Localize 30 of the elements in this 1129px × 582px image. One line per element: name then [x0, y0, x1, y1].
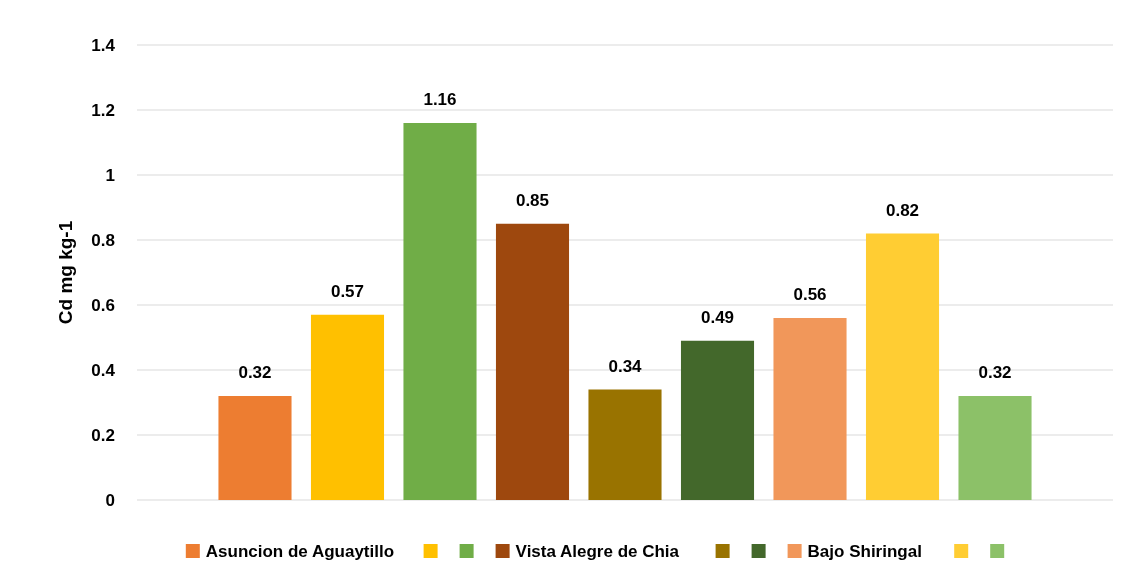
y-tick-label: 1.2 [91, 100, 115, 120]
y-tick-label: 0.4 [91, 360, 116, 380]
data-label: 0.32 [978, 363, 1012, 382]
bar [680, 340, 755, 500]
data-label: 0.32 [238, 363, 272, 382]
data-label: 0.56 [793, 285, 827, 304]
data-label: 0.34 [608, 356, 643, 376]
bar [588, 389, 662, 500]
bar [218, 396, 292, 500]
y-tick-label: 1.4 [91, 35, 116, 55]
legend-label: Bajo Shiringal [807, 541, 922, 561]
bar [865, 233, 940, 500]
bar [403, 123, 477, 500]
bar [773, 318, 847, 500]
y-tick-label: 0.6 [91, 295, 115, 315]
y-tick-label: 0.8 [91, 230, 115, 250]
data-label: 0.85 [515, 190, 550, 210]
data-label: 0.82 [885, 200, 920, 220]
bar [495, 223, 570, 500]
legend-label: Vista Alegre de Chia [515, 541, 680, 561]
bar [310, 314, 385, 500]
y-tick-label: 0 [105, 490, 115, 510]
y-tick-label: 1 [105, 165, 115, 185]
bar [958, 396, 1032, 500]
data-label: 0.57 [330, 281, 365, 301]
y-axis-title: Cd mg kg-1 [55, 220, 76, 325]
y-tick-label: 0.2 [91, 425, 115, 445]
data-label: 1.16 [423, 90, 457, 109]
data-label: 0.49 [700, 307, 735, 327]
legend-label: Asuncion de Aguaytillo [205, 541, 395, 561]
